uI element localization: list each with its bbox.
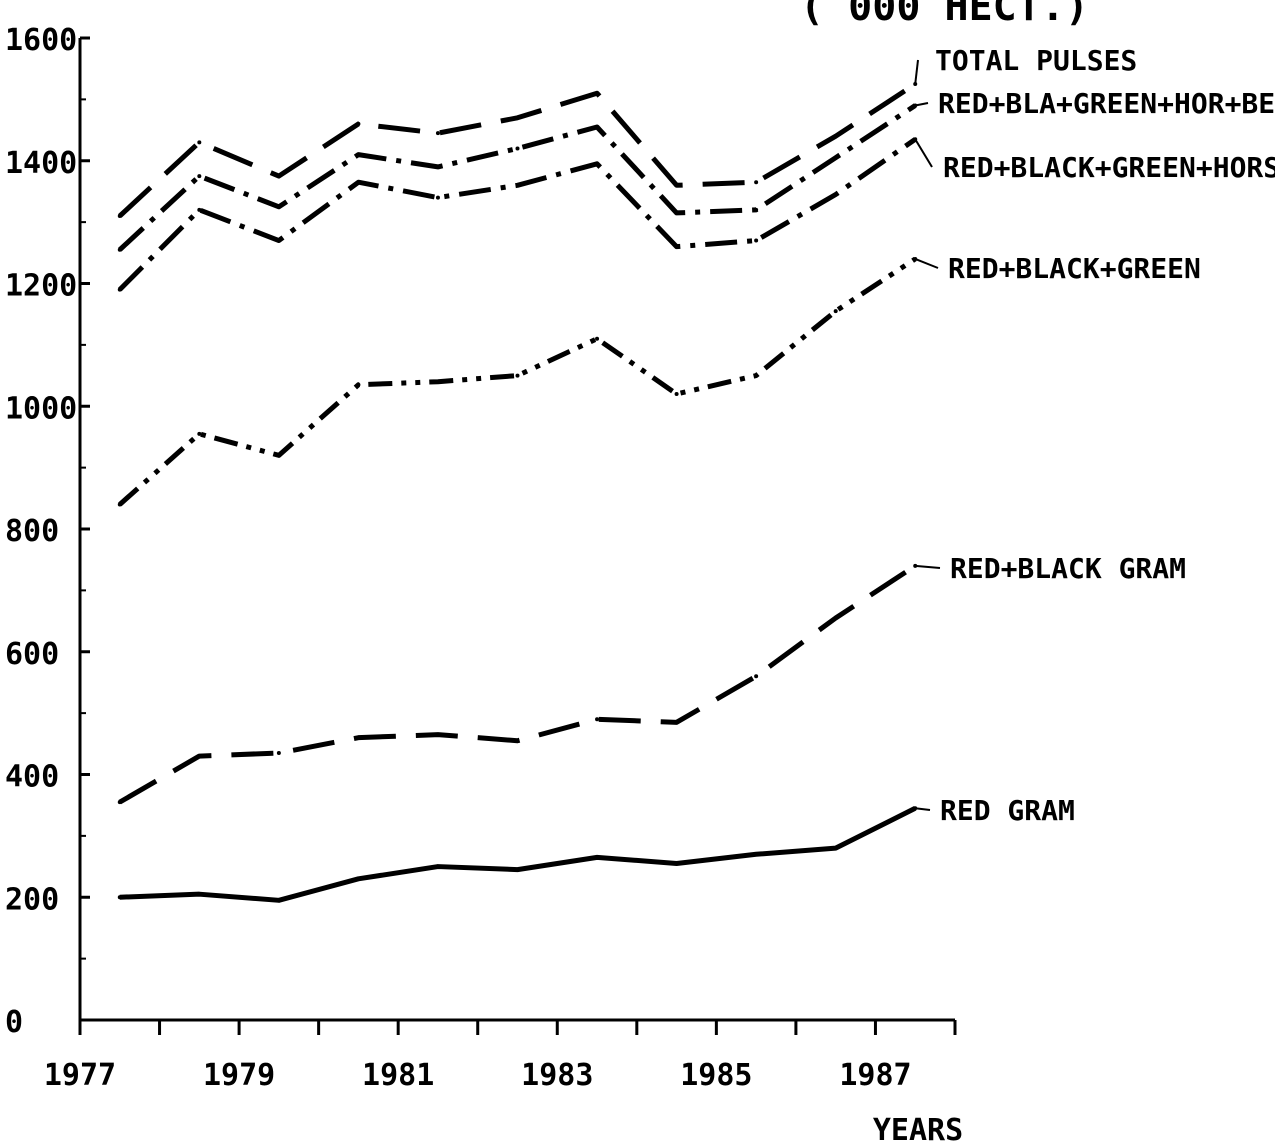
data-point — [435, 131, 440, 136]
data-point — [595, 124, 600, 129]
data-point — [197, 207, 202, 212]
data-point — [595, 717, 600, 722]
data-point — [197, 754, 202, 759]
y-tick-label: 1000 — [5, 391, 77, 426]
data-point — [197, 140, 202, 145]
data-point — [515, 738, 520, 743]
series-line — [118, 256, 917, 507]
data-point — [197, 892, 202, 897]
leader-line — [915, 807, 931, 811]
x-axis-label: YEARS — [873, 1113, 963, 1147]
data-point — [435, 164, 440, 169]
data-point — [197, 431, 202, 436]
y-tick-label: 800 — [5, 514, 59, 549]
data-point — [833, 192, 838, 197]
data-point — [674, 391, 679, 396]
leader-line — [914, 258, 939, 269]
data-point — [833, 615, 838, 620]
series-label: RED GRAM — [940, 794, 1075, 827]
x-tick-label: 1985 — [680, 1058, 752, 1093]
data-point — [276, 204, 281, 209]
data-point — [515, 867, 520, 872]
series-line — [118, 103, 917, 252]
series-label: RED+BLACK GRAM — [950, 552, 1186, 585]
data-point — [356, 382, 361, 387]
data-point — [674, 861, 679, 866]
data-point — [356, 121, 361, 126]
data-point — [435, 732, 440, 737]
data-point — [515, 183, 520, 188]
data-point — [595, 855, 600, 860]
series-line — [118, 563, 917, 805]
data-point — [754, 207, 759, 212]
series-labels: TOTAL PULSES RED+BLA+GREEN+HOR+BENGAL RED+… — [914, 44, 1275, 827]
data-point — [674, 210, 679, 215]
data-point — [595, 91, 600, 96]
data-point — [356, 735, 361, 740]
data-point — [674, 183, 679, 188]
series-label: RED+BLACK+GREEN+HORSE — [943, 151, 1275, 184]
x-tick-label: 1979 — [203, 1058, 275, 1093]
data-point — [833, 846, 838, 851]
y-tick-label: 0 — [5, 1005, 23, 1040]
data-point — [754, 852, 759, 857]
series-group — [117, 81, 918, 903]
data-point — [515, 115, 520, 120]
data-point — [117, 213, 122, 218]
leader-line — [915, 102, 929, 107]
y-tick-label: 1600 — [5, 23, 77, 58]
data-point — [595, 161, 600, 166]
data-point — [754, 373, 759, 378]
data-point — [435, 379, 440, 384]
data-point — [276, 174, 281, 179]
chart-title: ( 000 HECT.) — [800, 0, 1089, 30]
data-point — [674, 720, 679, 725]
data-point — [117, 502, 122, 507]
data-point — [833, 309, 838, 314]
y-tick-label: 400 — [5, 760, 59, 795]
data-point — [117, 287, 122, 292]
data-point — [276, 751, 281, 756]
series-label: TOTAL PULSES — [935, 44, 1137, 77]
x-tick-label: 1981 — [362, 1058, 434, 1093]
y-tick-label: 200 — [5, 882, 59, 917]
leader-line — [914, 59, 919, 85]
data-point — [356, 152, 361, 157]
series-line — [119, 806, 917, 903]
leader-line — [914, 138, 933, 168]
data-point — [197, 174, 202, 179]
data-point — [435, 195, 440, 200]
data-point — [515, 373, 520, 378]
x-tick-label: 1977 — [44, 1058, 116, 1093]
data-point — [435, 864, 440, 869]
data-point — [356, 180, 361, 185]
data-point — [595, 336, 600, 341]
data-point — [833, 134, 838, 139]
leader-line — [915, 564, 941, 569]
series-label: RED+BLACK+GREEN — [948, 252, 1201, 285]
axes: 0 200 400 600 800 1000 1200 1400 1600 1977 1979 198… — [5, 23, 957, 1093]
data-point — [117, 800, 122, 805]
x-tick-label: 1983 — [521, 1058, 593, 1093]
data-point — [117, 895, 122, 900]
data-point — [754, 674, 759, 679]
data-point — [276, 898, 281, 903]
data-point — [833, 155, 838, 160]
y-tick-label: 1400 — [5, 146, 77, 181]
series-label: RED+BLA+GREEN+HOR+BENGAL — [938, 87, 1275, 120]
data-point — [754, 180, 759, 185]
y-tick-label: 600 — [5, 637, 59, 672]
data-point — [754, 238, 759, 243]
data-point — [117, 247, 122, 252]
data-point — [356, 876, 361, 881]
y-tick-label: 1200 — [5, 269, 77, 304]
data-point — [276, 453, 281, 458]
data-point — [276, 238, 281, 243]
x-tick-label: 1987 — [839, 1058, 911, 1093]
data-point — [515, 146, 520, 151]
data-point — [674, 244, 679, 249]
